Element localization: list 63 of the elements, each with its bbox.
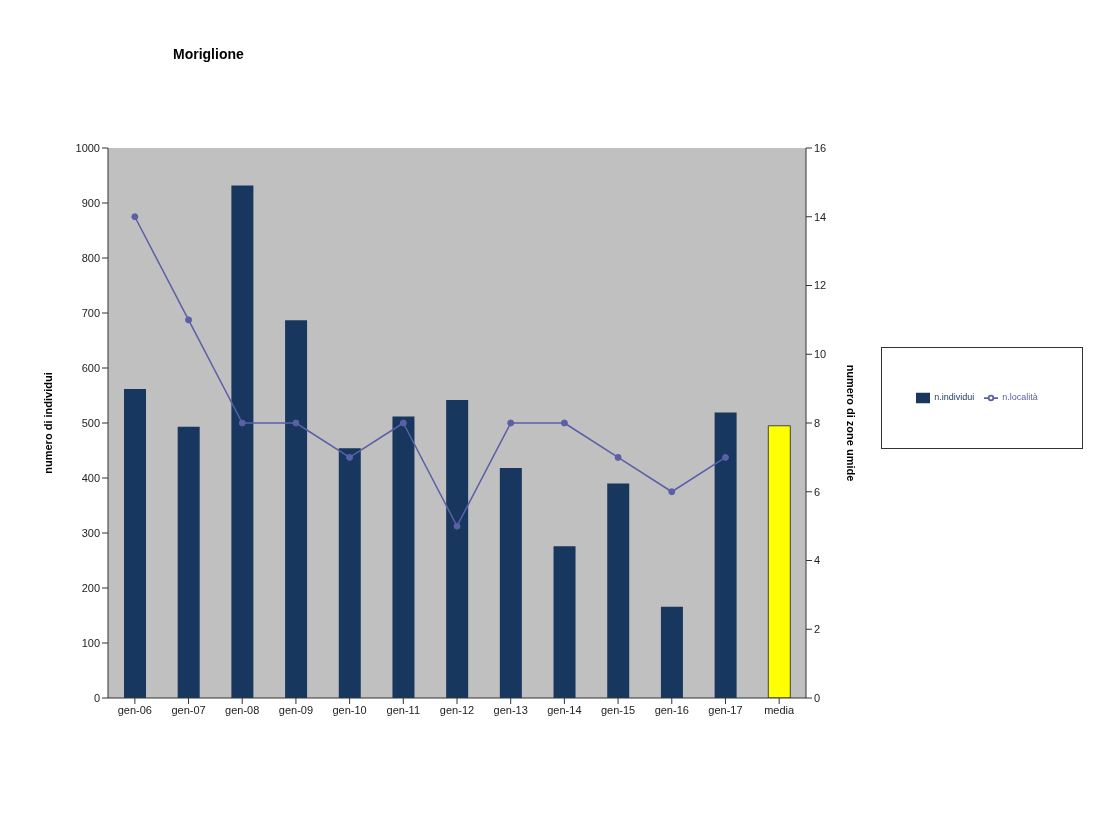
bar bbox=[177, 426, 200, 698]
y-tick-label: 0 bbox=[93, 691, 100, 704]
y-tick-label: 200 bbox=[81, 581, 100, 594]
y2-tick-label: 16 bbox=[814, 141, 827, 154]
y2-tick-label: 10 bbox=[814, 348, 827, 361]
bar bbox=[392, 416, 415, 698]
point bbox=[292, 419, 300, 427]
x-tick-label: gen-09 bbox=[278, 703, 314, 716]
x-tick-label: gen-17 bbox=[708, 703, 743, 716]
point bbox=[131, 213, 139, 221]
y2-axis-title: numero di zone umide bbox=[845, 364, 858, 482]
y-tick-label: 300 bbox=[81, 526, 100, 539]
point bbox=[453, 522, 461, 530]
x-tick-label: gen-13 bbox=[493, 703, 528, 716]
point bbox=[238, 419, 246, 427]
bar bbox=[446, 399, 469, 698]
y2-tick-label: 14 bbox=[814, 210, 827, 223]
y-tick-label: 800 bbox=[81, 251, 100, 264]
bar bbox=[338, 448, 361, 698]
y-axis-title: numero di individui bbox=[41, 372, 54, 474]
x-tick-label: gen-11 bbox=[386, 703, 421, 716]
y-tick-label: 900 bbox=[81, 196, 100, 209]
point bbox=[507, 419, 515, 427]
bar bbox=[499, 468, 522, 698]
legend-label: n.individui bbox=[934, 392, 975, 403]
point bbox=[614, 453, 622, 461]
bar bbox=[607, 483, 630, 698]
point bbox=[721, 453, 729, 461]
bar bbox=[767, 425, 791, 698]
x-tick-label: gen-15 bbox=[600, 703, 636, 716]
x-tick-label: gen-10 bbox=[332, 703, 367, 716]
bar bbox=[714, 412, 737, 698]
x-tick-label: gen-06 bbox=[117, 703, 152, 716]
point bbox=[560, 419, 568, 427]
legend-label: n.località bbox=[1002, 392, 1038, 403]
bar bbox=[553, 546, 576, 698]
y2-tick-label: 6 bbox=[814, 485, 821, 498]
x-tick-label: gen-07 bbox=[171, 703, 206, 716]
y-tick-label: 700 bbox=[81, 306, 100, 319]
point bbox=[346, 453, 354, 461]
x-tick-label: media bbox=[764, 703, 796, 716]
y-tick-label: 500 bbox=[81, 416, 100, 429]
y-tick-label: 1000 bbox=[75, 141, 100, 154]
bar bbox=[124, 388, 146, 698]
y2-tick-label: 2 bbox=[814, 623, 821, 636]
bar bbox=[660, 606, 683, 698]
y2-tick-label: 4 bbox=[814, 554, 821, 567]
x-tick-label: gen-14 bbox=[547, 703, 582, 716]
y2-tick-label: 0 bbox=[814, 691, 821, 704]
point bbox=[399, 419, 407, 427]
bar bbox=[231, 185, 254, 698]
x-tick-label: gen-16 bbox=[654, 703, 689, 716]
point bbox=[185, 316, 193, 324]
x-tick-label: gen-12 bbox=[439, 703, 475, 716]
y-tick-label: 400 bbox=[81, 471, 100, 484]
y2-tick-label: 8 bbox=[814, 416, 821, 429]
y-tick-label: 100 bbox=[81, 636, 100, 649]
y-tick-label: 600 bbox=[81, 361, 100, 374]
chart-title: Moriglione bbox=[173, 46, 244, 62]
x-tick-label: gen-08 bbox=[225, 703, 260, 716]
y2-tick-label: 12 bbox=[814, 279, 827, 292]
point bbox=[668, 488, 676, 496]
bar bbox=[285, 320, 308, 698]
